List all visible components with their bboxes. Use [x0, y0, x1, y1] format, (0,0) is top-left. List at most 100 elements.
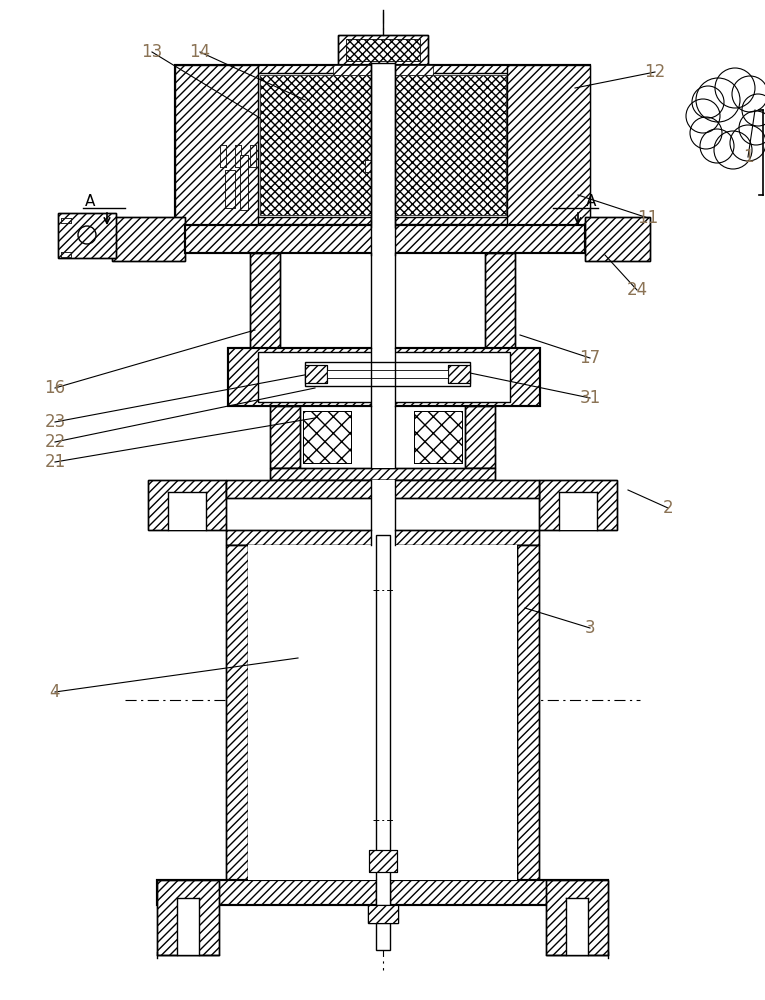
Text: 24: 24 — [627, 281, 647, 299]
Bar — [175, 65, 590, 225]
Circle shape — [732, 76, 765, 112]
Bar — [226, 545, 248, 880]
Bar — [175, 65, 590, 225]
Text: 22: 22 — [44, 433, 66, 451]
Bar — [61, 252, 71, 257]
Circle shape — [715, 68, 755, 108]
Bar — [368, 905, 398, 923]
Text: 4: 4 — [50, 683, 60, 701]
Bar — [517, 545, 539, 880]
Bar — [414, 411, 462, 463]
Bar — [303, 411, 351, 463]
Text: 3: 3 — [584, 619, 595, 637]
Bar — [305, 365, 327, 383]
Circle shape — [742, 94, 765, 126]
Bar — [371, 253, 395, 348]
Circle shape — [714, 131, 752, 169]
Bar — [226, 530, 539, 545]
Text: A: A — [85, 194, 95, 210]
Bar — [157, 880, 608, 905]
Bar — [369, 850, 397, 872]
Text: 23: 23 — [44, 413, 66, 431]
Bar — [250, 145, 256, 167]
Bar — [371, 406, 395, 468]
Circle shape — [739, 111, 765, 145]
Text: 11: 11 — [637, 209, 659, 227]
Bar — [559, 492, 597, 530]
Bar — [566, 898, 588, 955]
Bar — [517, 545, 539, 880]
Bar — [327, 370, 448, 378]
Bar — [270, 468, 495, 480]
Bar — [58, 213, 116, 258]
Circle shape — [692, 86, 724, 118]
Text: 21: 21 — [44, 453, 66, 471]
Text: 31: 31 — [579, 389, 601, 407]
Bar — [380, 160, 388, 172]
Bar — [305, 365, 327, 383]
Bar — [539, 480, 617, 530]
Bar — [305, 362, 470, 386]
Bar — [376, 535, 390, 950]
Bar — [258, 73, 508, 217]
Bar — [157, 880, 608, 905]
Bar — [148, 480, 226, 530]
Bar — [465, 406, 495, 468]
Bar — [414, 411, 462, 463]
Bar — [157, 880, 219, 955]
Bar — [485, 253, 515, 348]
Bar — [507, 65, 590, 225]
Bar — [58, 213, 116, 258]
Circle shape — [696, 78, 740, 122]
Bar — [177, 898, 199, 955]
Text: 1: 1 — [743, 148, 754, 166]
Bar — [112, 217, 185, 261]
Bar — [225, 170, 235, 208]
Bar — [371, 348, 395, 406]
Bar — [338, 35, 428, 65]
Bar — [465, 406, 495, 468]
Bar — [585, 217, 650, 261]
Bar — [235, 145, 241, 167]
Bar — [168, 492, 206, 530]
Text: 14: 14 — [190, 43, 210, 61]
Bar — [260, 75, 506, 215]
Bar — [185, 225, 585, 253]
Bar — [448, 365, 470, 383]
Bar — [220, 145, 226, 167]
Bar — [185, 225, 585, 253]
Bar — [61, 218, 71, 223]
Bar — [365, 160, 373, 172]
Bar — [507, 65, 590, 225]
Polygon shape — [703, 88, 758, 150]
Bar — [270, 406, 300, 468]
Bar — [369, 850, 397, 872]
Bar — [220, 145, 226, 167]
Bar — [539, 480, 617, 530]
Bar — [228, 348, 540, 406]
Bar — [333, 65, 433, 75]
Bar — [250, 253, 280, 348]
Bar — [270, 468, 495, 480]
Circle shape — [686, 99, 720, 133]
Bar — [338, 35, 428, 65]
Text: 16: 16 — [44, 379, 66, 397]
Bar — [371, 63, 395, 227]
Bar — [250, 253, 280, 348]
Text: 13: 13 — [142, 43, 163, 61]
Bar — [371, 480, 395, 530]
Text: 2: 2 — [662, 499, 673, 517]
Bar — [148, 480, 226, 530]
Bar — [485, 253, 515, 348]
Bar — [61, 252, 71, 257]
Bar — [228, 348, 540, 406]
Bar — [371, 530, 395, 545]
Bar — [175, 65, 258, 225]
Bar — [270, 406, 300, 468]
Bar — [448, 365, 470, 383]
Bar — [112, 217, 185, 261]
Bar — [368, 905, 398, 923]
Bar — [546, 880, 608, 955]
Bar — [226, 545, 248, 880]
Bar — [346, 39, 420, 61]
